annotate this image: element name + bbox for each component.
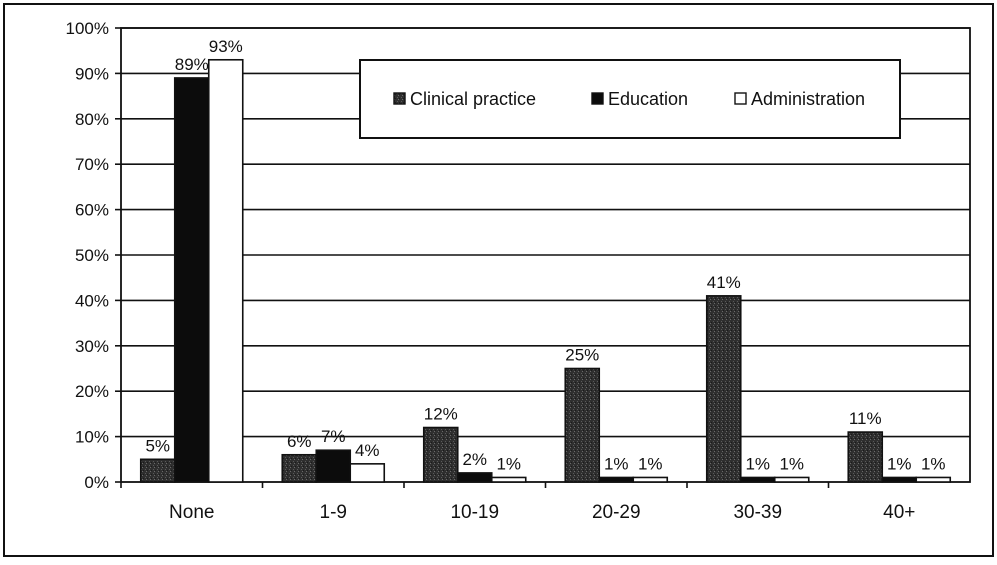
data-label: 1% (604, 454, 629, 473)
legend-swatch (591, 92, 604, 105)
bar-clinical-practice (422, 426, 459, 483)
legend-label: Clinical practice (410, 89, 536, 109)
data-label: 1% (496, 454, 521, 473)
bar-clinical-practice (281, 453, 318, 483)
data-label: 11% (849, 409, 882, 428)
y-tick-label: 60% (75, 201, 109, 220)
x-tick-label: 10-19 (450, 502, 499, 523)
x-tick-label: 40+ (883, 502, 915, 523)
y-tick-label: 80% (75, 110, 109, 129)
data-label: 4% (355, 441, 380, 460)
data-label: 25% (565, 346, 599, 365)
y-tick-label: 100% (66, 19, 109, 38)
data-label: 7% (321, 427, 346, 446)
legend-swatch (734, 92, 747, 105)
data-label: 1% (779, 454, 804, 473)
x-tick-label: 20-29 (592, 502, 641, 523)
y-tick-label: 40% (75, 291, 109, 310)
y-tick-label: 10% (75, 428, 109, 447)
data-label: 1% (887, 454, 912, 473)
y-tick-label: 20% (75, 382, 109, 401)
data-label: 1% (745, 454, 770, 473)
legend: Clinical practice Education Administration (359, 59, 901, 139)
x-tick-label: 1-9 (320, 502, 347, 523)
bar-administration (632, 476, 669, 483)
data-label: 1% (921, 454, 946, 473)
x-tick-label: 30-39 (733, 502, 782, 523)
bar-education (315, 449, 352, 483)
bar-administration (915, 476, 952, 483)
bar-education (881, 476, 918, 483)
bar-education (173, 77, 210, 483)
labels-layer: 5% 89%93% 6% 7% 4% 12% 2% 1% 25% 1% 1% 41% 1% 1% 11% 1%… (145, 37, 945, 474)
bar-clinical-practice (847, 431, 884, 483)
bar-clinical-practice (139, 458, 176, 483)
bar-education (456, 472, 493, 483)
bar-education (598, 476, 635, 483)
data-label: 41% (707, 273, 741, 292)
y-tick-label: 70% (75, 155, 109, 174)
data-label: 5% (145, 436, 170, 455)
axis-layer: 0% 10% 20% 30% 40% 50% 60% 70% 80% 90% 100% None 1-9… (66, 19, 971, 523)
y-tick-label: 30% (75, 337, 109, 356)
data-label: 2% (462, 450, 487, 469)
bar-administration (490, 476, 527, 483)
bar-administration (349, 463, 386, 483)
bar-clinical-practice (705, 295, 742, 483)
legend-label: Education (608, 89, 688, 109)
x-tick-label: None (169, 502, 214, 523)
data-label: 1% (638, 454, 663, 473)
bar-clinical-practice (564, 367, 601, 483)
y-tick-label: 50% (75, 246, 109, 265)
bar-administration (207, 58, 244, 483)
y-tick-label: 90% (75, 64, 109, 83)
data-label: 93% (209, 37, 243, 56)
y-tick-label: 0% (84, 473, 109, 492)
data-label: 12% (424, 405, 458, 424)
legend-box (359, 59, 901, 139)
data-label: 6% (287, 432, 312, 451)
bars-layer (139, 58, 952, 483)
legend-swatch (393, 92, 406, 105)
bar-education (739, 476, 776, 483)
data-label: 89% (175, 55, 209, 74)
bar-administration (773, 476, 810, 483)
legend-label: Administration (751, 89, 865, 109)
